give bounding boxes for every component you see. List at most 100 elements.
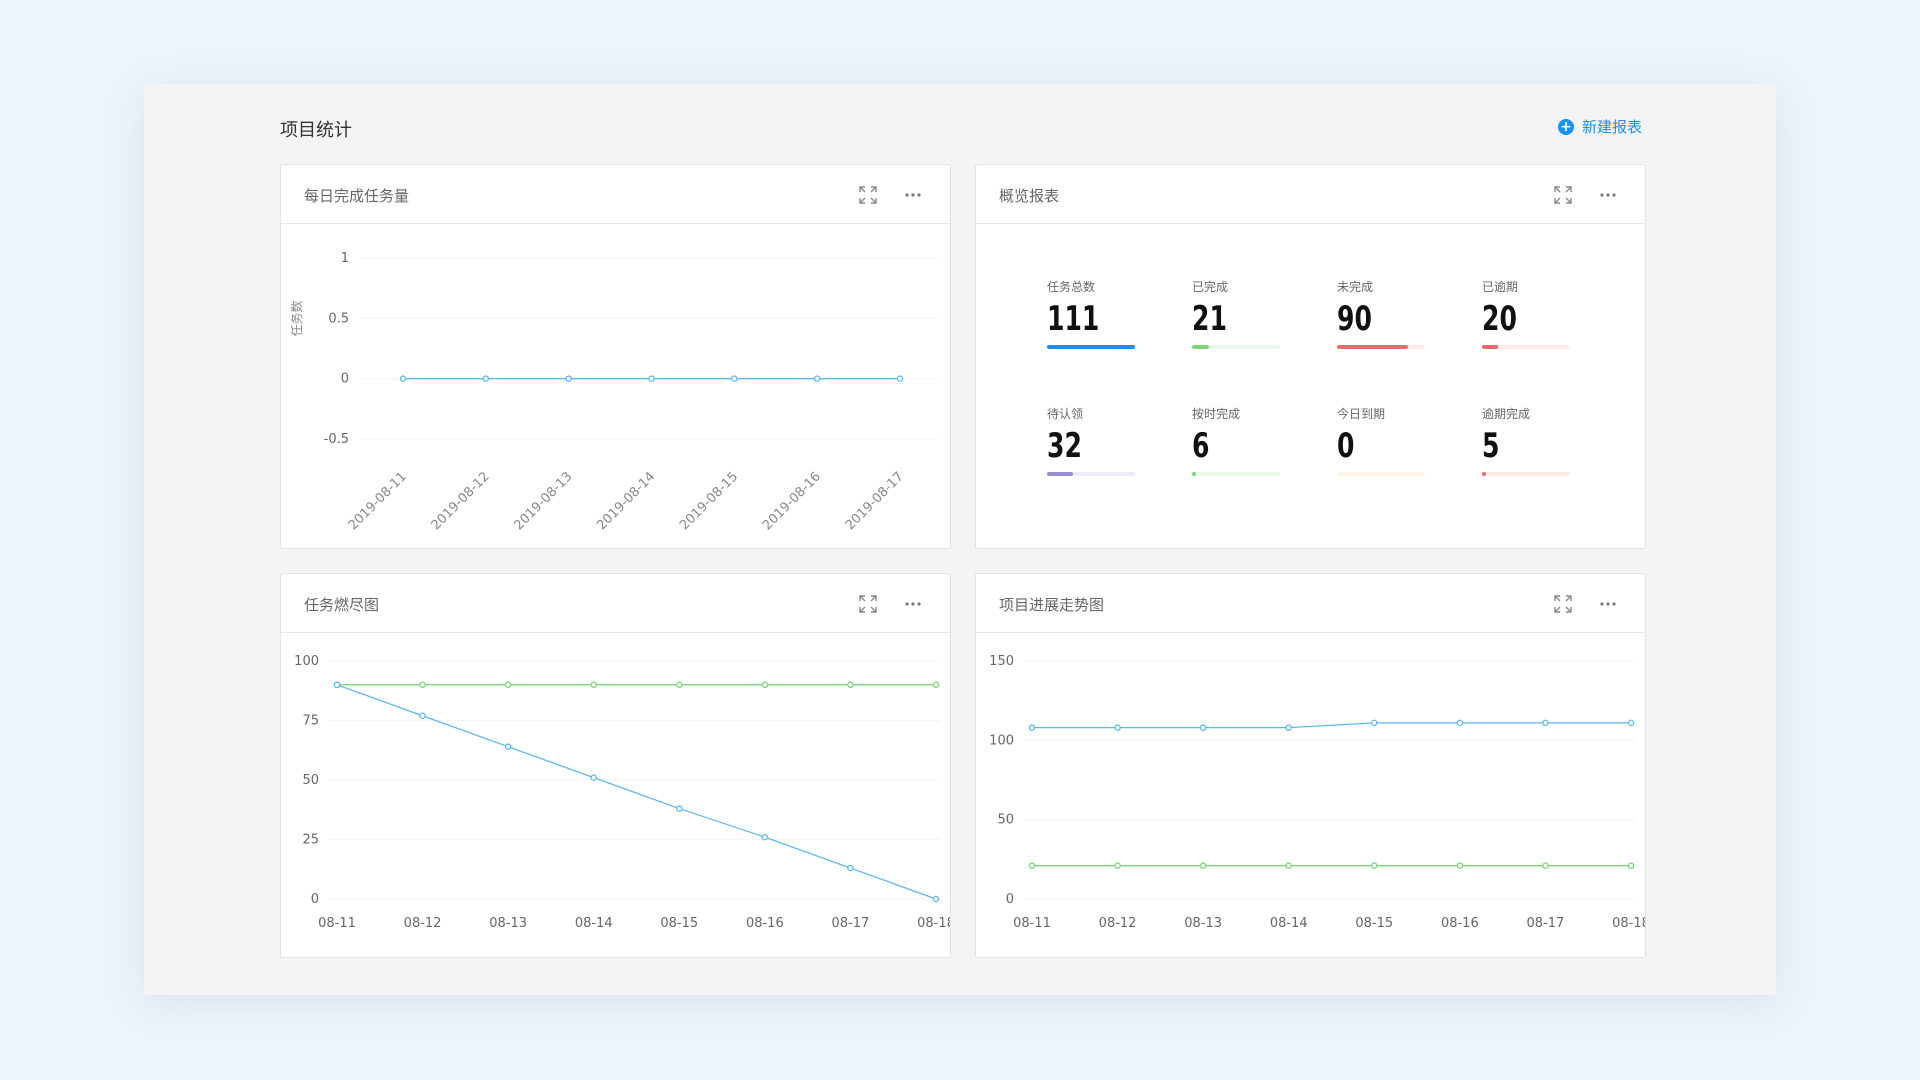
stat-item: 已逾期 20	[1482, 278, 1572, 349]
daily-tasks-card: 每日完成任务量 1 0.5 0 -0.5 2019-08-11 2019-08-12 201…	[280, 164, 951, 549]
x-tick-label: 08-11	[318, 916, 356, 931]
data-point	[504, 681, 512, 689]
stat-value: 21	[1192, 299, 1227, 339]
overview-stats: 任务总数 111 已完成 21 未完成 90 已逾期 20 待认领 32 按时完成 6 今日到期 0 逾期完…	[976, 224, 1645, 548]
x-tick-label: 2019-08-17	[843, 469, 907, 533]
series-line	[1032, 722, 1631, 729]
x-tick-label: 08-17	[1527, 916, 1565, 931]
card-title: 任务燃尽图	[304, 596, 380, 614]
data-point	[1627, 719, 1635, 727]
stat-label: 今日到期	[1337, 407, 1386, 421]
y-tick-label: -0.5	[324, 432, 349, 447]
stat-progress-bar	[1337, 472, 1425, 476]
stat-label: 未完成	[1337, 280, 1374, 294]
data-point	[1371, 862, 1378, 869]
data-point	[1199, 724, 1207, 731]
data-point	[676, 681, 683, 689]
stat-value: 90	[1337, 299, 1372, 339]
data-point	[565, 375, 572, 382]
data-point	[731, 375, 738, 382]
stat-progress-fill	[1047, 345, 1135, 349]
more-icon[interactable]	[904, 601, 922, 607]
stat-item: 未完成 90	[1337, 278, 1427, 349]
x-tick-label: 2019-08-16	[760, 469, 824, 533]
x-tick-label: 08-12	[1099, 916, 1137, 931]
x-tick-label: 08-15	[1355, 916, 1393, 931]
stat-progress-fill	[1047, 472, 1073, 476]
y-axis-label: 任务数	[289, 300, 304, 336]
stat-label: 按时完成	[1192, 407, 1241, 421]
stat-progress-bar	[1047, 345, 1135, 349]
stat-progress-fill	[1482, 472, 1487, 476]
data-point	[761, 833, 769, 841]
data-point	[896, 375, 904, 382]
card-header: 每日完成任务量	[281, 165, 950, 224]
trend-chart: 150 100 50 0 08-11 08-12 08-13 08-14 08-15 08-16 0…	[989, 654, 1650, 931]
data-point	[1028, 862, 1036, 869]
trend-card: 项目进展走势图 150 100 50 0 08-11 08-12 08-13 08-14 08-…	[975, 573, 1650, 958]
more-icon[interactable]	[904, 192, 922, 198]
x-tick-label: 08-12	[404, 916, 442, 931]
new-report-button[interactable]: + 新建报表	[1557, 116, 1642, 137]
burndown-card: 任务燃尽图 100 75 50 25 0 08-11 08-12 08-13 08-14 08-1…	[280, 573, 955, 958]
data-point	[847, 681, 854, 689]
expand-icon[interactable]	[858, 185, 878, 205]
y-tick-label: 100	[989, 733, 1014, 748]
data-point	[1114, 724, 1121, 731]
stat-value: 0	[1337, 426, 1355, 466]
stat-progress-fill	[1192, 345, 1209, 349]
stat-item: 逾期完成 5	[1482, 405, 1572, 476]
daily-tasks-chart: 1 0.5 0 -0.5 2019-08-11 2019-08-12 2019-08-13 2…	[289, 251, 941, 533]
data-point	[1028, 724, 1036, 731]
y-tick-label: 50	[997, 813, 1014, 828]
expand-icon[interactable]	[858, 594, 878, 614]
stat-item: 待认领 32	[1047, 405, 1137, 476]
data-point	[1285, 862, 1292, 869]
data-point	[419, 681, 426, 689]
stat-progress-fill	[1482, 345, 1498, 349]
stat-label: 已完成	[1192, 280, 1229, 294]
stat-progress-bar	[1192, 345, 1280, 349]
card-header: 项目进展走势图	[976, 574, 1645, 633]
y-tick-label: 0	[311, 892, 319, 907]
plus-circle-icon: +	[1557, 118, 1574, 135]
y-tick-label: 75	[302, 714, 319, 729]
data-point	[333, 681, 341, 689]
stat-progress-fill	[1337, 345, 1409, 349]
stat-value: 6	[1192, 426, 1210, 466]
more-icon[interactable]	[1599, 192, 1617, 198]
x-tick-label: 2019-08-14	[594, 469, 658, 533]
expand-icon[interactable]	[1553, 594, 1573, 614]
stat-label: 已逾期	[1482, 280, 1519, 294]
data-point	[932, 895, 940, 903]
stat-progress-bar	[1482, 472, 1570, 476]
data-point	[932, 681, 940, 689]
stat-progress-bar	[1337, 345, 1425, 349]
card-header: 任务燃尽图	[281, 574, 950, 633]
y-tick-label: 1	[341, 251, 349, 266]
page-title: 项目统计	[280, 120, 352, 141]
series-line	[336, 684, 937, 900]
card-title: 项目进展走势图	[999, 596, 1105, 614]
data-point	[1542, 862, 1549, 869]
more-icon[interactable]	[1599, 601, 1617, 607]
x-tick-label: 08-18	[917, 916, 950, 931]
new-report-label: 新建报表	[1581, 118, 1642, 136]
x-tick-label: 2019-08-15	[677, 469, 741, 533]
data-point	[847, 864, 854, 872]
x-tick-label: 08-14	[575, 916, 613, 931]
x-tick-label: 08-18	[1612, 916, 1645, 931]
expand-icon[interactable]	[1553, 185, 1573, 205]
x-tick-label: 2019-08-13	[511, 469, 575, 533]
data-point	[399, 375, 407, 382]
x-tick-label: 08-17	[832, 916, 870, 931]
stat-value: 111	[1047, 299, 1100, 339]
data-point	[761, 681, 769, 689]
page-header: 项目统计 + 新建报表	[280, 112, 1642, 142]
x-tick-label: 08-14	[1270, 916, 1308, 931]
card-title: 每日完成任务量	[304, 187, 410, 205]
data-point	[1456, 719, 1464, 727]
stat-item: 今日到期 0	[1337, 405, 1427, 476]
stat-progress-fill	[1192, 472, 1197, 476]
data-point	[504, 743, 512, 750]
